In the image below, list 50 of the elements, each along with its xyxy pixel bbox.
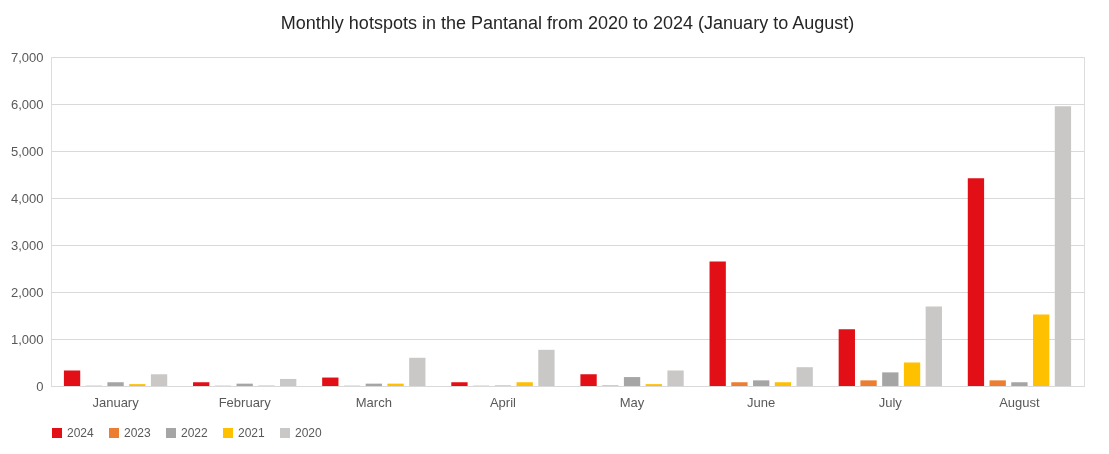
x-tick-label: January (92, 394, 140, 410)
bar (1011, 382, 1028, 386)
bar (753, 380, 770, 386)
bar (193, 382, 210, 386)
x-tick-label: February (218, 394, 272, 410)
y-tick-label: 2,000 (10, 284, 44, 300)
bar (280, 378, 297, 386)
y-tick-label: 0 (36, 378, 44, 394)
x-tick-label: July (878, 394, 903, 410)
bar (731, 382, 748, 386)
bar (667, 370, 684, 386)
bar (860, 380, 877, 386)
x-tick-label: April (489, 394, 517, 410)
bar (838, 329, 855, 386)
bar (989, 380, 1006, 386)
bar (925, 306, 942, 386)
bar (580, 374, 597, 386)
chart-title: Monthly hotspots in the Pantanal from 2020 to 2024 (January to August) (280, 13, 855, 33)
y-tick-label: 3,000 (10, 237, 44, 253)
bar (107, 382, 124, 386)
legend-label: 2021 (238, 426, 266, 440)
bar (1033, 314, 1050, 386)
legend-label: 2024 (67, 426, 95, 440)
bar (150, 374, 168, 386)
legend-label: 2023 (124, 426, 152, 440)
x-tick-label: May (619, 394, 645, 410)
bar (623, 377, 641, 386)
y-tick-label: 1,000 (10, 331, 44, 347)
x-tick-label: June (747, 394, 776, 410)
bar (1054, 106, 1072, 386)
x-tick-label: March (355, 394, 392, 410)
bar (322, 377, 339, 386)
bar (774, 382, 792, 386)
bar (409, 357, 426, 386)
y-tick-label: 7,000 (10, 49, 44, 65)
y-tick-label: 5,000 (10, 143, 44, 159)
bar (516, 382, 533, 386)
bar (709, 261, 726, 386)
bar (967, 178, 985, 386)
legend-label: 2020 (295, 426, 323, 440)
bar (882, 372, 899, 386)
bar (903, 362, 921, 386)
legend-label: 2022 (181, 426, 209, 440)
y-tick-label: 6,000 (10, 96, 44, 112)
bar (538, 349, 555, 386)
bar (796, 367, 813, 386)
x-tick-label: August (999, 394, 1041, 410)
bar (451, 382, 468, 386)
bar (63, 370, 81, 386)
y-tick-label: 4,000 (10, 190, 44, 206)
